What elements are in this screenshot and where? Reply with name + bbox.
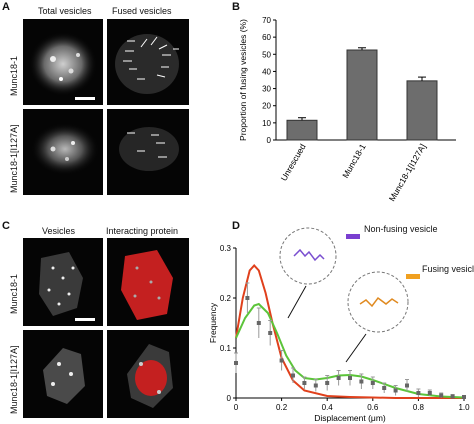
nonfusing-trajectory-path <box>293 248 325 262</box>
y-tick-label: 20 <box>262 102 271 111</box>
data-point <box>370 381 375 385</box>
y-tick-label: 50 <box>262 50 271 59</box>
legend-fusing-label: Fusing vesicle <box>422 264 474 274</box>
micrograph-vesicles-mutant <box>23 330 103 418</box>
panel-a-row2-label: Munc18-1[I127A] <box>9 124 19 193</box>
data-point <box>291 373 295 378</box>
micrograph-total-vesicles-mutant <box>23 109 103 195</box>
data-point <box>382 386 387 390</box>
x-tick-label: 0.4 <box>322 403 334 412</box>
fusing-colorbar <box>406 274 420 279</box>
y-tick-label: 0.2 <box>220 294 232 303</box>
y-axis-label: Frequency <box>208 302 218 343</box>
data-point <box>268 331 273 335</box>
panel-d-letter: D <box>232 220 240 232</box>
data-point <box>279 358 284 363</box>
data-point <box>348 376 352 380</box>
panel-a-col1-label: Total vesicles <box>38 6 92 16</box>
bar <box>286 119 318 141</box>
y-tick-label: 70 <box>262 16 271 25</box>
legend-nonfusing-label: Non-fusing vesicle <box>364 224 438 234</box>
data-point <box>393 388 398 393</box>
panel-a-col2-label: Fused vesicles <box>112 6 172 16</box>
micrograph-interacting-protein-munc18 <box>107 238 189 326</box>
panel-c-row2-label: Munc18-1[I127A] <box>9 345 19 414</box>
panel-b-letter: B <box>232 1 240 13</box>
x-tick-label: 0.6 <box>367 403 379 412</box>
x-tick-label: 0.8 <box>413 403 425 412</box>
nonfusing-trajectory-inset <box>279 227 337 285</box>
nonfusing-colorbar <box>346 234 360 239</box>
y-tick-label: 0 <box>267 136 272 145</box>
bar-chart: 0 10 20 30 40 50 60 70 Proportion of fusing vesi… <box>238 16 456 203</box>
micrograph-image <box>31 123 99 175</box>
line-chart: 0 0.1 0.2 0.3 0 0.2 0.4 0.6 0.8 1.0 Displacement (… <box>208 227 470 423</box>
micrograph-fused-vesicles-munc18 <box>107 19 189 105</box>
fusing-trajectory-path <box>359 296 399 308</box>
y-tick-label: 60 <box>262 33 271 42</box>
micrograph-image <box>119 127 179 171</box>
micrograph-total-vesicles-munc18 <box>23 19 103 105</box>
micrograph-image <box>127 344 173 408</box>
micrograph-fused-vesicles-mutant <box>107 109 189 195</box>
data-point <box>336 376 341 380</box>
panel-c-row1-label: Munc18-1 <box>9 273 19 314</box>
panel-a-letter: A <box>2 1 10 13</box>
arrow-nonfusing <box>287 285 307 319</box>
panel-a-row1-label: Munc18-1 <box>9 55 19 96</box>
bar <box>346 49 378 141</box>
data-point <box>245 296 250 300</box>
y-tick-label: 0.3 <box>220 244 232 253</box>
data-point <box>405 383 409 388</box>
micrograph-interacting-protein-mutant <box>107 330 189 418</box>
data-point <box>450 394 455 399</box>
micrograph-vesicles-munc18 <box>23 238 103 326</box>
panel-c-col2-label: Interacting protein <box>106 226 179 236</box>
x-tick-label: 0.2 <box>276 403 288 412</box>
y-axis-label: Proportion of fusing vesicles (%) <box>238 19 248 141</box>
fusing-trajectory-inset <box>347 271 409 333</box>
data-point <box>359 379 364 384</box>
y-tick-label: 40 <box>262 67 271 76</box>
arrow-fusing <box>345 333 367 363</box>
micrograph-image <box>29 32 97 100</box>
micrograph-image <box>39 252 95 321</box>
x-tick-label: 0 <box>234 403 239 412</box>
micrograph-image <box>115 34 179 94</box>
data-point <box>256 321 261 325</box>
y-tick-label: 10 <box>262 119 271 128</box>
y-tick-label: 30 <box>262 85 271 94</box>
data-point <box>416 391 421 395</box>
x-tick-label: 1.0 <box>458 403 470 412</box>
data-point <box>439 393 444 398</box>
x-tick-label: Munc18-1 <box>340 142 368 180</box>
x-axis-label: Displacement (μm) <box>314 413 386 423</box>
y-tick-label: 0 <box>227 394 232 403</box>
x-tick-label: Munc18-1[I127A] <box>387 142 428 203</box>
data-point <box>234 361 238 365</box>
panel-c-letter: C <box>2 220 10 232</box>
data-point <box>325 381 330 385</box>
micrograph-image <box>43 348 85 404</box>
data-point <box>462 395 466 399</box>
y-tick-label: 0.1 <box>220 344 232 353</box>
data-point <box>302 381 307 385</box>
bar <box>406 80 438 141</box>
x-tick-label: Unrescued <box>279 142 308 183</box>
data-point <box>427 391 432 395</box>
data-point <box>313 383 318 388</box>
panel-c-col1-label: Vesicles <box>42 226 76 236</box>
micrograph-image <box>121 250 173 320</box>
